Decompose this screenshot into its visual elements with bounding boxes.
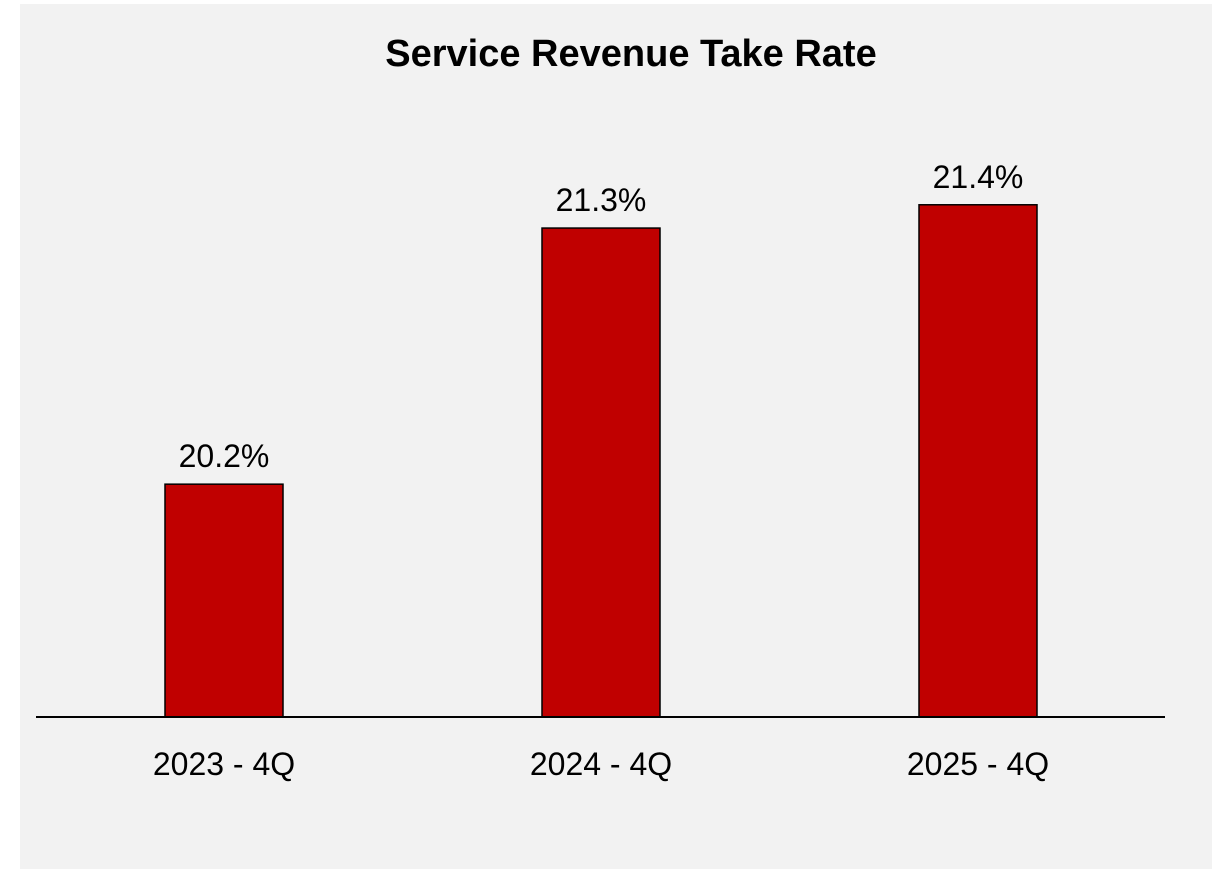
chart-title: Service Revenue Take Rate	[385, 33, 876, 75]
x-tick-label-2: 2024 - 4Q	[530, 746, 672, 782]
x-tick-label-1: 2023 - 4Q	[153, 746, 295, 782]
bar-1	[164, 483, 284, 718]
data-label-1: 20.2%	[179, 438, 270, 474]
x-tick-label-3: 2025 - 4Q	[907, 746, 1049, 782]
bar-2	[541, 227, 661, 718]
bars-layer: 20.2% 21.3% 21.4%	[164, 159, 1038, 718]
data-label-3: 21.4%	[933, 159, 1024, 195]
data-label-2: 21.3%	[556, 182, 647, 218]
bar-3	[918, 204, 1038, 718]
